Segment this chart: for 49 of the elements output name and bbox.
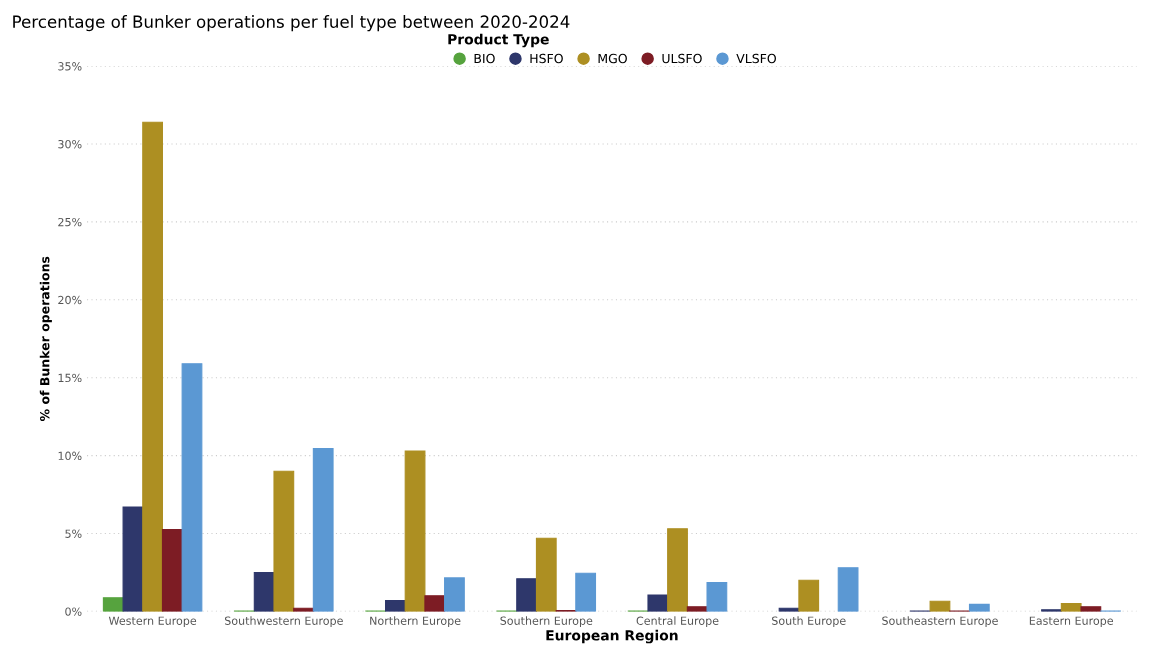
bar: [142, 121, 164, 612]
bar: [444, 577, 465, 612]
bar: [404, 450, 426, 612]
x-tick-label: Southwestern Europe: [224, 616, 343, 628]
bar: [424, 595, 446, 612]
legend-label: BIO: [474, 53, 495, 64]
bar: [706, 582, 728, 612]
bar: [1060, 603, 1082, 612]
y-tick-label: 25%: [58, 217, 82, 227]
bar: [535, 537, 557, 612]
legend-label: MGO: [598, 53, 627, 64]
y-tick-label: 10%: [58, 451, 82, 460]
bar: [312, 448, 334, 612]
y-axis-title: % of Bunker operations: [39, 256, 52, 422]
legend-label: HSFO: [530, 53, 563, 64]
y-tick-label: 15%: [58, 373, 82, 383]
legend-title: Product Type: [448, 33, 549, 48]
x-tick-label: Southeastern Europe: [882, 616, 998, 628]
y-tick-label: 35%: [58, 62, 82, 71]
bar: [384, 599, 406, 612]
y-tick-label: 5%: [65, 529, 82, 538]
bar: [253, 571, 275, 612]
bar: [968, 603, 990, 612]
x-tick-label: South Europe: [772, 616, 846, 628]
chart-title: Percentage of Bunker operations per fuel type between 2020-2024: [13, 15, 570, 32]
x-tick-label: Southern Europe: [500, 616, 593, 628]
bar: [122, 506, 144, 612]
y-tick-label: 30%: [58, 139, 82, 149]
bar: [575, 572, 597, 612]
x-tick-label: Western Europe: [108, 616, 197, 628]
legend-label: ULSFO: [662, 53, 702, 64]
legend-label: VLSFO: [736, 53, 776, 64]
bar: [161, 529, 183, 612]
bar: [1080, 606, 1102, 612]
bar: [667, 528, 688, 612]
bar: [837, 567, 859, 612]
x-tick-label: Eastern Europe: [1029, 616, 1114, 628]
x-tick-label: Central Europe: [636, 616, 719, 628]
bar: [516, 578, 538, 612]
x-tick-label: Northern Europe: [370, 616, 461, 628]
y-tick-label: 20%: [58, 295, 82, 305]
bar: [273, 470, 295, 612]
y-tick-label: 0%: [65, 607, 82, 616]
bar: [102, 597, 124, 612]
bar: [929, 600, 951, 612]
bar: [647, 594, 669, 612]
x-axis-title: European Region: [546, 629, 678, 644]
bar: [181, 363, 203, 612]
bar: [798, 579, 820, 612]
